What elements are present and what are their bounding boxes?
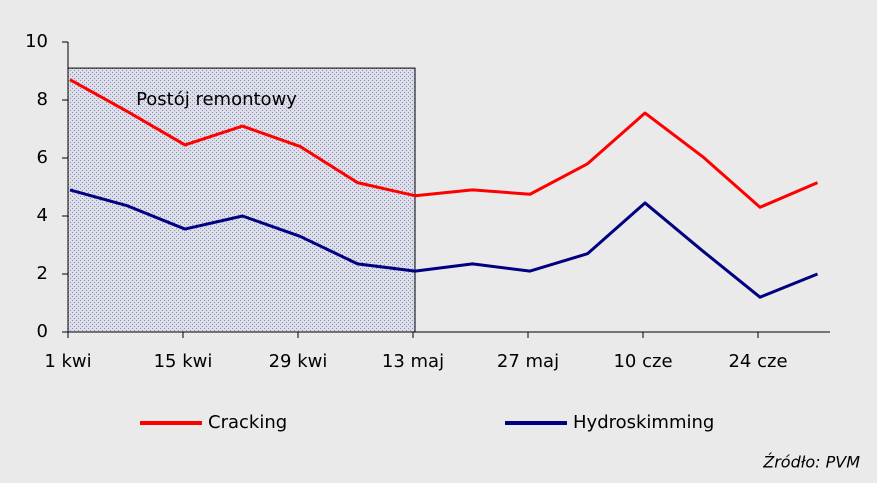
y-tick-label: 6 [37,147,48,168]
x-tick-label: 27 maj [497,351,559,372]
y-tick-label: 4 [37,205,48,226]
x-tick-label: 29 kwi [269,351,328,372]
shaded-label: Postój remontowy [136,89,297,110]
y-tick-label: 0 [37,321,48,342]
x-tick-label: 24 cze [728,351,787,372]
legend-label: Hydroskimming [573,412,714,433]
y-tick-label: 10 [25,31,48,52]
source: Źródło: PVM [762,453,860,472]
legend-label: Cracking [208,412,287,433]
y-tick-label: 8 [37,89,48,110]
x-tick-label: 13 maj [382,351,444,372]
x-tick-label: 1 kwi [44,351,91,372]
series-line [69,188,819,299]
x-tick-label: 10 cze [613,351,672,372]
y-tick-label: 2 [37,263,48,284]
series-line [69,78,819,209]
x-tick-label: 15 kwi [154,351,213,372]
